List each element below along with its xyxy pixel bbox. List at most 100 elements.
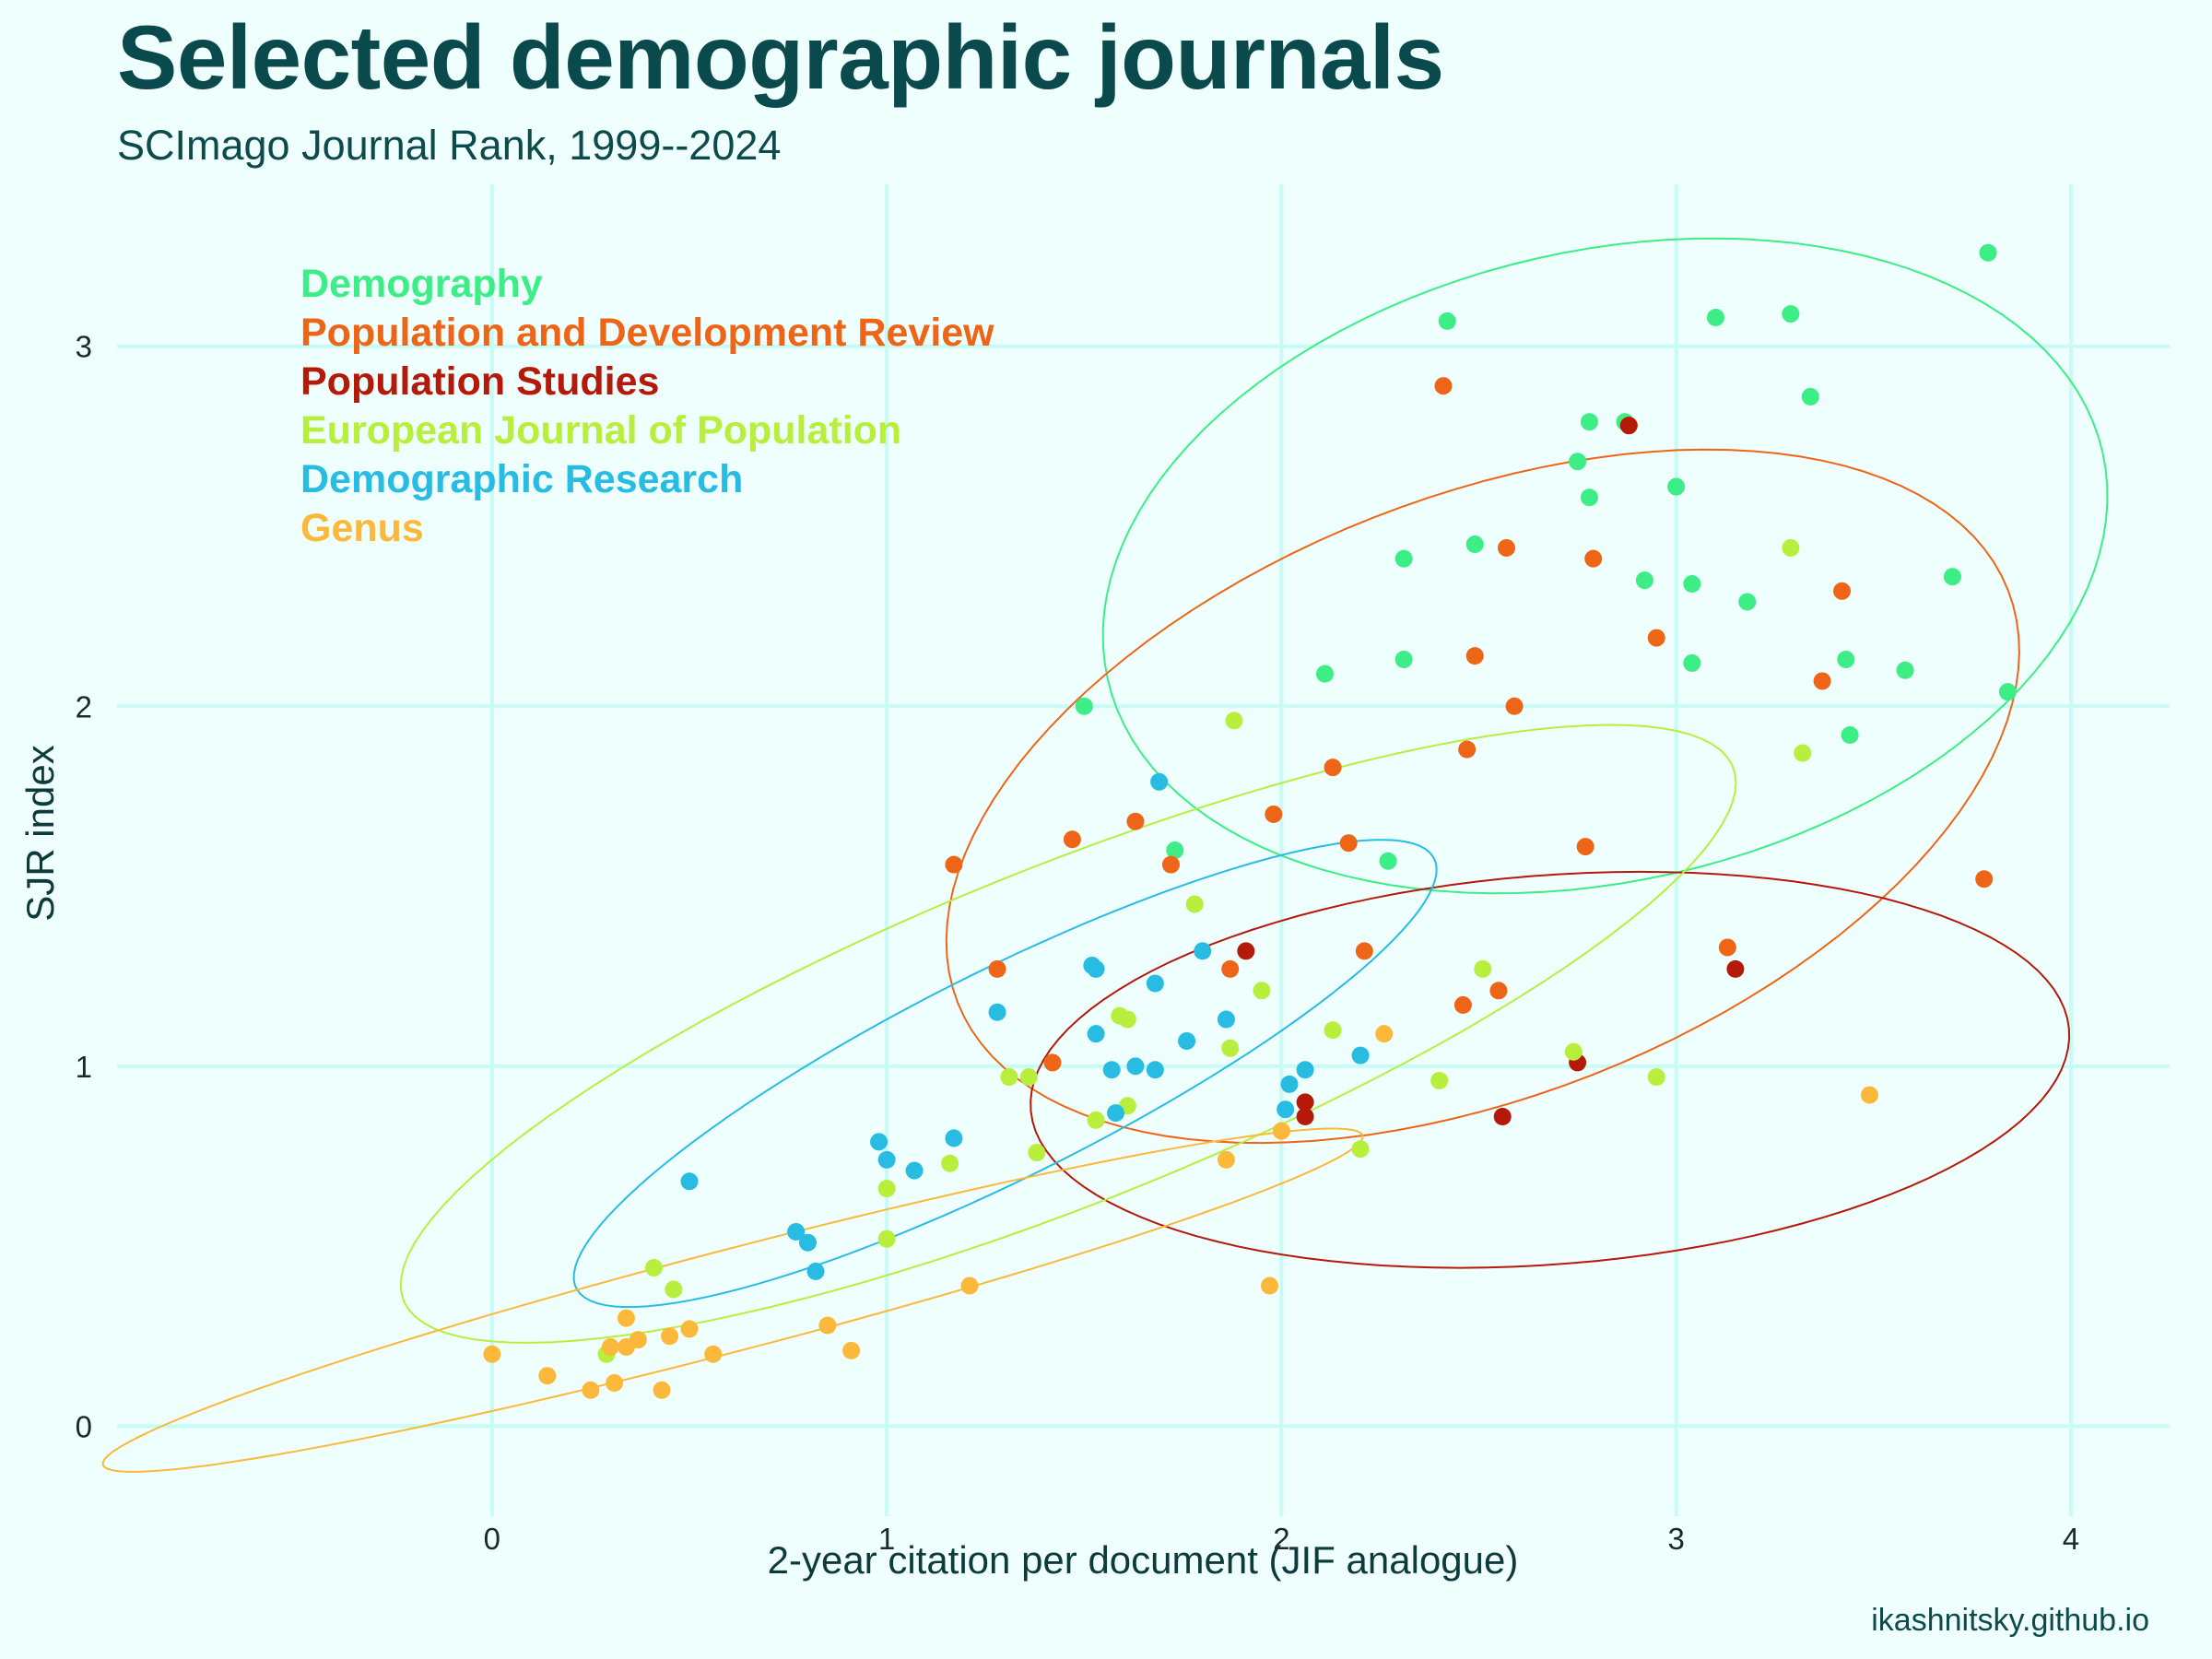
chart-subtitle: SCImago Journal Rank, 1999--2024 bbox=[117, 122, 782, 169]
point-demographic-research bbox=[787, 1222, 806, 1241]
point-european-journal-of-population bbox=[941, 1154, 959, 1172]
point-demographic-research bbox=[945, 1129, 963, 1147]
point-demography bbox=[1394, 651, 1413, 669]
point-demography bbox=[1896, 661, 1914, 679]
y-tick-label: 1 bbox=[76, 1050, 92, 1084]
point-demography bbox=[1379, 852, 1397, 870]
y-tick-label: 2 bbox=[76, 689, 92, 724]
point-demographic-research bbox=[1102, 1061, 1121, 1079]
point-population-and-development-review bbox=[1833, 582, 1852, 600]
point-european-journal-of-population bbox=[1019, 1068, 1038, 1087]
ellipse-population-and-development-review bbox=[945, 448, 2020, 1145]
point-population-and-development-review bbox=[988, 959, 1006, 978]
point-demographic-research bbox=[1107, 1104, 1125, 1123]
point-genus bbox=[606, 1374, 624, 1392]
point-european-journal-of-population bbox=[1118, 1010, 1136, 1029]
point-population-and-development-review bbox=[1584, 549, 1603, 568]
point-population-studies bbox=[1726, 959, 1745, 978]
point-demographic-research bbox=[1217, 1010, 1235, 1029]
ellipse-genus bbox=[101, 1127, 1364, 1473]
point-population-and-development-review bbox=[1043, 1053, 1062, 1072]
point-european-journal-of-population bbox=[1221, 1039, 1240, 1057]
point-demographic-research bbox=[1277, 1100, 1295, 1119]
point-demographic-research bbox=[1280, 1075, 1299, 1093]
point-demography bbox=[1683, 653, 1701, 672]
point-demography bbox=[1580, 488, 1598, 507]
x-tick-label: 3 bbox=[1667, 1522, 1684, 1556]
point-population-and-development-review bbox=[1975, 870, 1994, 888]
point-european-journal-of-population bbox=[1000, 1068, 1018, 1087]
point-population-studies bbox=[1493, 1108, 1512, 1125]
legend-item-genus: Genus bbox=[300, 506, 424, 550]
point-demography bbox=[1075, 697, 1093, 715]
point-demographic-research bbox=[870, 1133, 888, 1151]
point-european-journal-of-population bbox=[665, 1280, 683, 1299]
legend-item-european-journal-of-population: European Journal of Population bbox=[300, 408, 901, 453]
point-european-journal-of-population bbox=[1794, 744, 1812, 762]
point-demography bbox=[1801, 387, 1819, 406]
point-demographic-research bbox=[1146, 1061, 1164, 1079]
point-demography bbox=[1738, 593, 1757, 611]
chart-title: Selected demographic journals bbox=[117, 6, 1444, 108]
x-axis-label: 2-year citation per document (JIF analog… bbox=[768, 1538, 1519, 1582]
point-demographic-research bbox=[1087, 1025, 1105, 1043]
point-demography bbox=[1979, 243, 1997, 262]
point-european-journal-of-population bbox=[877, 1180, 896, 1198]
point-demography bbox=[1706, 309, 1724, 326]
point-genus bbox=[582, 1381, 600, 1399]
point-demography bbox=[1667, 477, 1686, 496]
point-population-and-development-review bbox=[1576, 838, 1594, 856]
point-genus bbox=[601, 1337, 619, 1356]
point-european-journal-of-population bbox=[1474, 959, 1492, 978]
point-genus bbox=[661, 1327, 679, 1346]
point-european-journal-of-population bbox=[1351, 1140, 1370, 1159]
point-demography bbox=[1580, 413, 1598, 431]
point-demographic-research bbox=[1146, 974, 1164, 993]
point-population-and-development-review bbox=[945, 855, 963, 874]
point-genus bbox=[704, 1345, 723, 1363]
y-tick-label: 3 bbox=[76, 330, 92, 364]
point-genus bbox=[653, 1381, 671, 1399]
point-genus bbox=[1272, 1122, 1290, 1140]
point-european-journal-of-population bbox=[1087, 1111, 1105, 1129]
point-demography bbox=[1316, 665, 1335, 683]
point-population-and-development-review bbox=[1221, 959, 1240, 978]
point-population-and-development-review bbox=[1813, 672, 1831, 690]
point-genus bbox=[1375, 1025, 1394, 1043]
point-demographic-research bbox=[988, 1003, 1006, 1021]
point-european-journal-of-population bbox=[877, 1230, 896, 1248]
legend-item-demography: Demography bbox=[300, 262, 543, 306]
point-european-journal-of-population bbox=[1430, 1071, 1449, 1089]
point-demography bbox=[1837, 651, 1855, 669]
x-tick-label: 1 bbox=[878, 1522, 895, 1556]
ellipse-european-journal-of-population bbox=[399, 724, 1737, 1344]
point-european-journal-of-population bbox=[1185, 895, 1204, 913]
point-demography bbox=[1635, 571, 1653, 590]
point-demographic-research bbox=[680, 1172, 699, 1191]
point-european-journal-of-population bbox=[1564, 1042, 1583, 1061]
point-demography bbox=[1841, 726, 1859, 745]
point-demographic-research bbox=[1126, 1057, 1145, 1076]
point-demographic-research bbox=[1087, 959, 1105, 978]
point-genus bbox=[1261, 1277, 1279, 1295]
point-population-and-development-review bbox=[1063, 830, 1081, 849]
point-population-and-development-review bbox=[1458, 740, 1477, 759]
x-tick-label: 0 bbox=[484, 1522, 500, 1556]
point-population-studies bbox=[1237, 942, 1255, 960]
point-population-and-development-review bbox=[1453, 995, 1472, 1014]
ellipse-population-studies bbox=[1030, 870, 2071, 1269]
point-european-journal-of-population bbox=[1647, 1068, 1665, 1087]
point-population-studies bbox=[1619, 417, 1638, 435]
caption: ikashnitsky.github.io bbox=[1871, 1603, 2149, 1638]
point-demography bbox=[1782, 305, 1800, 324]
point-demography bbox=[1438, 312, 1456, 330]
legend: Demography Population and Development Rev… bbox=[300, 262, 994, 550]
point-population-and-development-review bbox=[1126, 812, 1145, 830]
y-axis-label: SJR index bbox=[18, 745, 62, 921]
point-population-and-development-review bbox=[1489, 982, 1508, 1000]
point-demography bbox=[1394, 549, 1413, 568]
point-european-journal-of-population bbox=[1225, 712, 1243, 730]
point-genus bbox=[960, 1277, 979, 1295]
point-genus bbox=[617, 1309, 635, 1327]
data-points bbox=[483, 243, 2017, 1399]
